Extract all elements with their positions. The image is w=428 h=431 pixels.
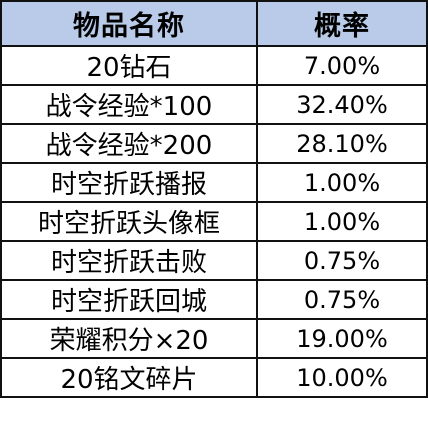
item-name-cell: 时空折跃击败 [0,240,258,281]
header-item-name: 物品名称 [0,0,258,47]
table-row: 时空折跃回城 0.75% [0,279,428,320]
item-name-cell: 荣耀积分×20 [0,318,258,359]
table-row: 时空折跃头像框 1.00% [0,201,428,242]
probability-table: 物品名称 概率 20钻石 7.00% 战令经验*100 32.40% 战令经验*… [0,0,428,398]
probability-table-container: 物品名称 概率 20钻石 7.00% 战令经验*100 32.40% 战令经验*… [0,0,428,398]
table-row: 20铭文碎片 10.00% [0,357,428,398]
table-body: 20钻石 7.00% 战令经验*100 32.40% 战令经验*200 28.1… [0,45,428,398]
item-name-cell: 时空折跃头像框 [0,201,258,242]
table-header: 物品名称 概率 [0,0,428,47]
probability-cell: 1.00% [256,201,428,242]
header-probability: 概率 [256,0,428,47]
item-name-cell: 20铭文碎片 [0,357,258,398]
probability-cell: 0.75% [256,240,428,281]
probability-cell: 32.40% [256,84,428,125]
probability-cell: 19.00% [256,318,428,359]
item-name-cell: 时空折跃回城 [0,279,258,320]
table-row: 20钻石 7.00% [0,45,428,86]
probability-cell: 1.00% [256,162,428,203]
probability-cell: 10.00% [256,357,428,398]
table-row: 战令经验*100 32.40% [0,84,428,125]
header-row: 物品名称 概率 [0,0,428,47]
probability-cell: 28.10% [256,123,428,164]
table-row: 荣耀积分×20 19.00% [0,318,428,359]
table-row: 时空折跃播报 1.00% [0,162,428,203]
item-name-cell: 时空折跃播报 [0,162,258,203]
probability-cell: 7.00% [256,45,428,86]
table-row: 战令经验*200 28.10% [0,123,428,164]
item-name-cell: 战令经验*100 [0,84,258,125]
probability-cell: 0.75% [256,279,428,320]
item-name-cell: 20钻石 [0,45,258,86]
table-row: 时空折跃击败 0.75% [0,240,428,281]
item-name-cell: 战令经验*200 [0,123,258,164]
